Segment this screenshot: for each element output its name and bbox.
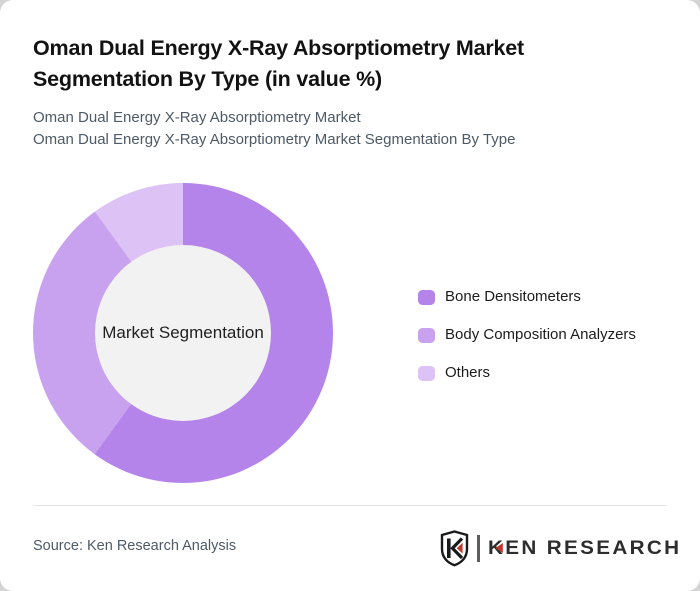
legend-item-body-composition-analyzers[interactable]: Body Composition Analyzers bbox=[418, 326, 636, 344]
legend-label: Others bbox=[445, 364, 491, 381]
ken-research-logo: KEN RESEARCH bbox=[440, 529, 679, 567]
chart-title: Oman Dual Energy X-Ray Absorptiometry Ma… bbox=[33, 36, 525, 91]
chart-subtitles: Oman Dual Energy X-Ray Absorptiometry Ma… bbox=[33, 107, 673, 151]
ken-research-shield-icon bbox=[440, 529, 469, 566]
legend: Bone Densitometers Body Composition Anal… bbox=[418, 288, 636, 382]
legend-swatch bbox=[418, 327, 435, 343]
footer-divider bbox=[33, 505, 667, 506]
legend-swatch bbox=[418, 289, 435, 305]
legend-label: Bone Densitometers bbox=[445, 288, 581, 305]
logo-wordmark: KEN RESEARCH bbox=[488, 537, 681, 560]
logo-separator bbox=[477, 534, 480, 562]
donut-chart: Market Segmentation bbox=[33, 183, 333, 483]
legend-label: Body Composition Analyzers bbox=[445, 326, 636, 343]
logo-k-triangle-icon bbox=[494, 543, 502, 553]
source-text: Source: Ken Research Analysis bbox=[33, 538, 237, 554]
legend-swatch bbox=[418, 365, 435, 381]
donut-center-label: Market Segmentation bbox=[102, 323, 264, 342]
donut-center: Market Segmentation bbox=[95, 245, 271, 421]
legend-item-others[interactable]: Others bbox=[418, 364, 636, 382]
logo-text: KEN RESEARCH bbox=[487, 536, 681, 559]
chart-subtitle-line1: Oman Dual Energy X-Ray Absorptiometry Ma… bbox=[33, 109, 361, 126]
chart-subtitle-line2: Oman Dual Energy X-Ray Absorptiometry Ma… bbox=[33, 131, 516, 148]
legend-item-bone-densitometers[interactable]: Bone Densitometers bbox=[418, 288, 636, 306]
